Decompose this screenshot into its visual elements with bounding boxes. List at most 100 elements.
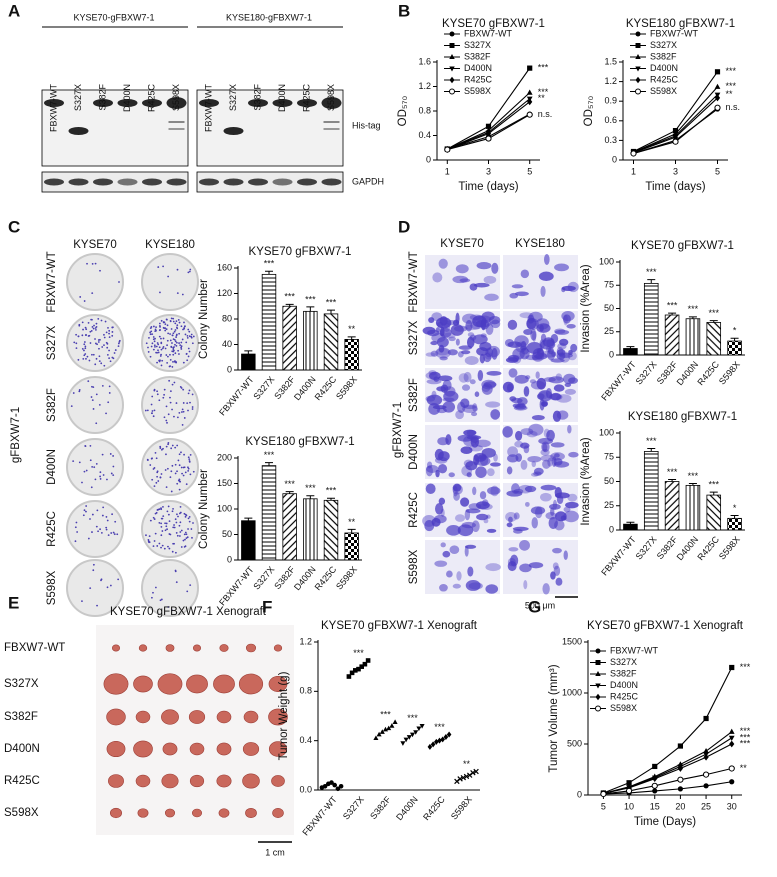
- cell: [449, 545, 460, 554]
- colony: [159, 599, 162, 602]
- row-label: R425C: [408, 492, 420, 528]
- cell: [548, 376, 565, 384]
- cell: [542, 459, 551, 469]
- colony: [188, 350, 191, 353]
- band: [166, 178, 187, 186]
- colony: [149, 331, 151, 334]
- cell: [457, 524, 474, 537]
- colony: [147, 538, 150, 541]
- cell: [554, 453, 560, 458]
- significance: ***: [264, 259, 275, 269]
- colony: [186, 402, 189, 405]
- significance: ***: [708, 308, 719, 318]
- colony: [83, 300, 86, 302]
- cell: [556, 352, 566, 360]
- colony: [157, 480, 160, 482]
- colony: [169, 339, 172, 342]
- colony: [87, 380, 90, 383]
- cell: [567, 351, 577, 361]
- panel-title: KYSE70 gFBXW7-1 Xenograft: [110, 606, 267, 618]
- cell: [564, 382, 572, 387]
- point: [389, 723, 395, 728]
- cell: [553, 458, 563, 466]
- error-bar: [285, 303, 294, 307]
- cell: [468, 503, 482, 510]
- colony: [82, 357, 85, 360]
- row-label: FBXW7-WT: [46, 251, 58, 312]
- cell: [566, 323, 576, 329]
- significance: ***: [326, 486, 337, 496]
- colony: [91, 385, 93, 388]
- colony: [159, 359, 161, 362]
- panel-label: F: [262, 597, 272, 616]
- plate: [141, 500, 199, 558]
- cell: [435, 503, 444, 515]
- colony: [183, 512, 186, 515]
- tumor-photo: [96, 625, 294, 835]
- colony: [110, 472, 113, 475]
- colony: [187, 466, 189, 469]
- colony: [98, 347, 100, 350]
- blot-title: KYSE180-gFBXW7-1: [226, 12, 312, 22]
- colony: [172, 542, 175, 545]
- bar: [323, 499, 339, 561]
- colony: [167, 355, 169, 358]
- y-tick-label: 25: [604, 500, 614, 510]
- chart-title: KYSE70 gFBXW7-1: [442, 18, 545, 30]
- colony: [169, 358, 172, 361]
- band: [248, 178, 268, 186]
- colony: [180, 345, 183, 348]
- cell: [446, 570, 453, 578]
- cell: [472, 334, 488, 345]
- error-bar: [668, 312, 677, 316]
- panel-label: A: [8, 1, 20, 20]
- colony: [167, 332, 170, 335]
- plate: [141, 438, 199, 496]
- point: [729, 740, 735, 748]
- colony: [175, 334, 178, 337]
- colony: [155, 351, 157, 354]
- point: [703, 783, 709, 789]
- colony: [151, 412, 153, 415]
- colony: [162, 515, 165, 518]
- colony: [73, 341, 76, 344]
- error-bar: [244, 350, 253, 355]
- band-label: His-tag: [352, 120, 381, 130]
- colony: [166, 421, 168, 424]
- colony: [151, 478, 154, 481]
- column-label: KYSE70: [73, 239, 116, 251]
- x-tick-label: S327X: [634, 359, 659, 386]
- tumor: [216, 774, 232, 788]
- band: [68, 127, 89, 135]
- point: [430, 741, 436, 748]
- colony: [163, 547, 166, 550]
- colony: [85, 328, 88, 331]
- significance: ***: [538, 87, 549, 97]
- colony: [181, 424, 184, 426]
- colony: [160, 448, 163, 451]
- cell: [484, 293, 499, 301]
- colony: [165, 405, 168, 408]
- colony: [111, 331, 114, 333]
- row-label: S598X: [46, 570, 58, 605]
- colony: [167, 413, 170, 416]
- colony: [155, 481, 158, 484]
- cell: [517, 397, 528, 406]
- band-label: GAPDH: [352, 176, 384, 186]
- point: [443, 733, 449, 740]
- cell: [548, 393, 563, 401]
- point: [485, 123, 492, 129]
- colony: [78, 390, 81, 393]
- row-label: S382F: [408, 378, 420, 412]
- colony: [79, 296, 82, 298]
- significance: ***: [264, 450, 275, 460]
- plate: [66, 376, 124, 434]
- colony: [185, 533, 188, 536]
- chart-title: KYSE70 gFBXW7-1 Xenograft: [321, 620, 478, 632]
- cell: [426, 394, 443, 406]
- colony: [158, 521, 161, 524]
- colony: [180, 325, 183, 328]
- colony: [162, 321, 165, 323]
- colony: [148, 535, 151, 537]
- colony: [104, 320, 107, 323]
